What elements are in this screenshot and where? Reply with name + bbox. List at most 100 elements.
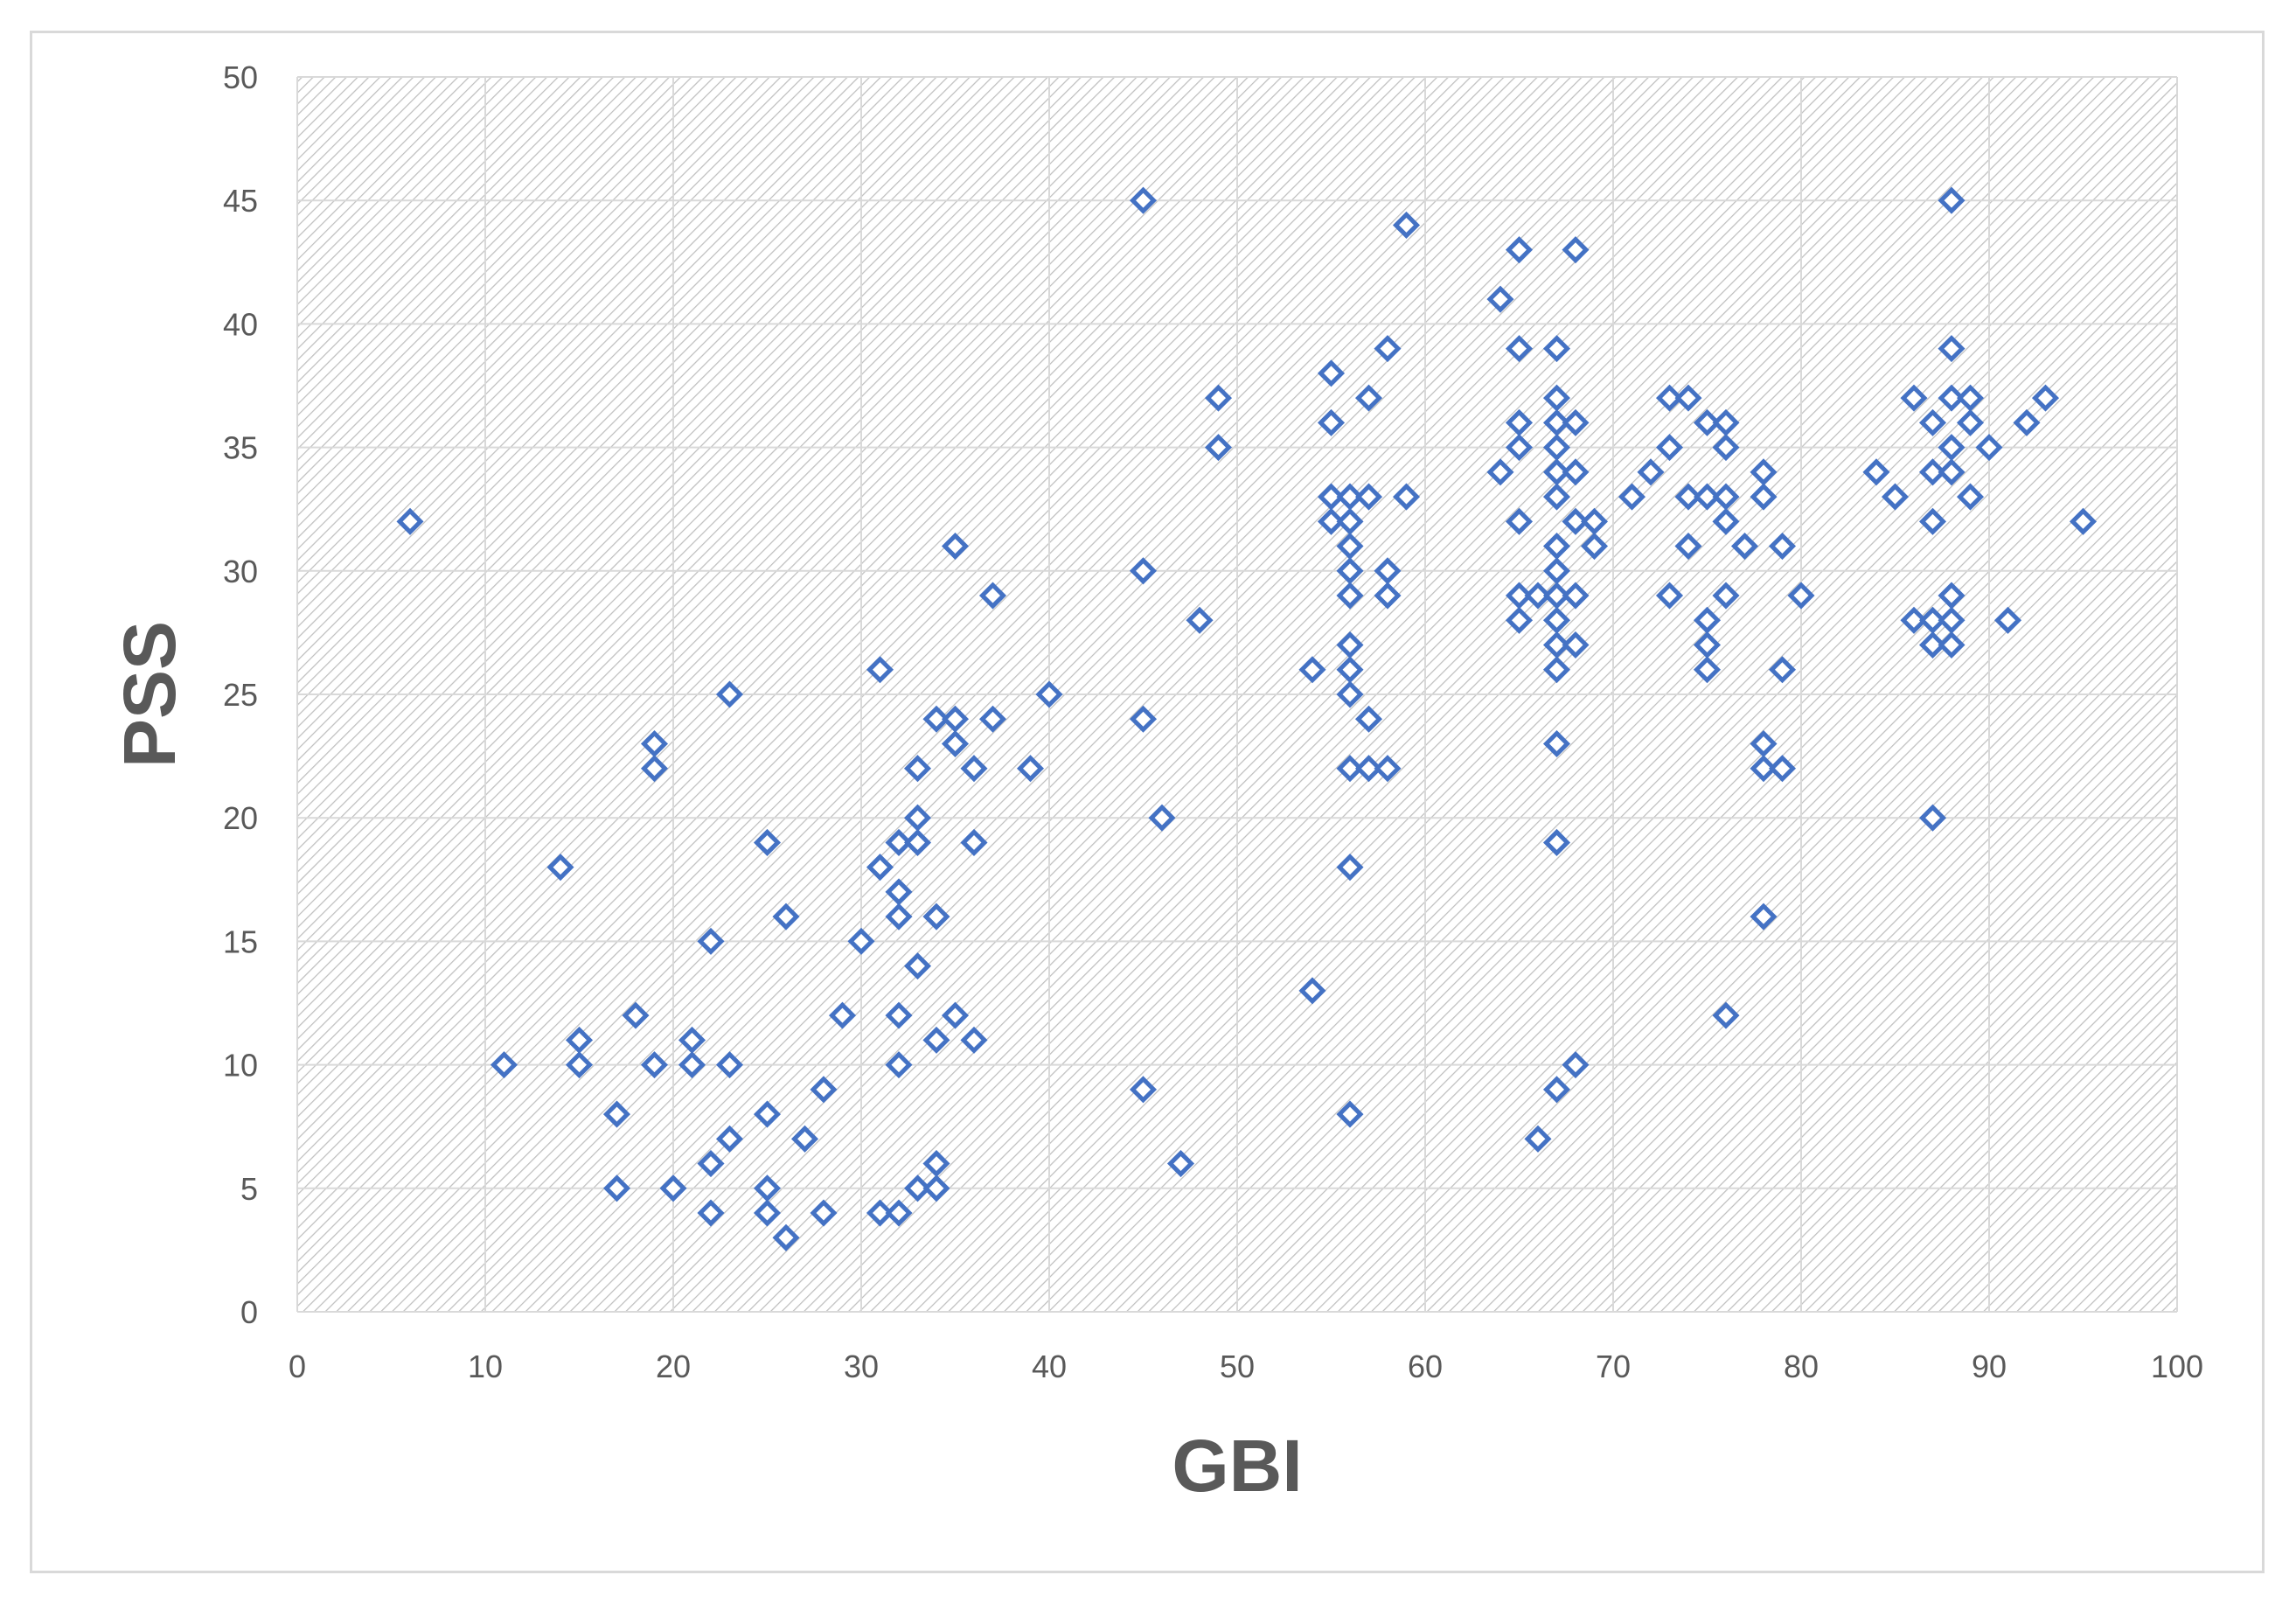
data-point [1336, 582, 1364, 610]
data-point [1354, 705, 1383, 733]
data-point [1655, 434, 1684, 462]
data-point [1712, 582, 1740, 610]
data-point [1129, 705, 1158, 733]
data-point [1035, 680, 1063, 708]
data-point [697, 927, 725, 955]
data-point [1693, 656, 1722, 684]
data-point [640, 755, 669, 783]
data-point [1148, 804, 1176, 832]
data-point [1204, 434, 1233, 462]
data-point [1542, 408, 1571, 436]
data-point [753, 1174, 782, 1202]
data-point [941, 1001, 970, 1029]
data-point [941, 705, 970, 733]
data-point [810, 1199, 838, 1227]
data-point [1336, 507, 1364, 535]
data-point [1129, 186, 1158, 214]
data-point [1317, 359, 1346, 387]
y-axis-title: PSS [108, 621, 191, 768]
data-point [1336, 854, 1364, 882]
data-point [1712, 1001, 1740, 1029]
data-point [1524, 1125, 1552, 1153]
data-point [1693, 408, 1722, 436]
data-point [1918, 804, 1947, 832]
data-point [978, 705, 1007, 733]
y-tick-label: 15 [223, 923, 258, 959]
x-tick-label: 50 [1220, 1349, 1255, 1384]
data-point [1993, 606, 2022, 634]
y-tick-label: 45 [223, 183, 258, 219]
data-point [1542, 656, 1571, 684]
data-point [1166, 1150, 1195, 1178]
data-point [640, 729, 669, 758]
data-point [1392, 483, 1421, 511]
data-point [1392, 211, 1421, 239]
data-point [1768, 533, 1797, 561]
x-tick-labels: 0 10 20 30 40 50 60 70 80 90 100 [289, 1349, 2203, 1384]
data-point [715, 1051, 744, 1079]
data-point [1900, 384, 1928, 412]
data-point [866, 656, 894, 684]
data-point [1129, 1076, 1158, 1104]
data-point [1712, 507, 1740, 535]
data-point [885, 1001, 913, 1029]
data-point [1768, 656, 1797, 684]
data-point [847, 927, 875, 955]
data-point [1542, 335, 1571, 363]
data-point [2031, 384, 2060, 412]
data-point [772, 1223, 800, 1251]
data-point [1918, 606, 1947, 634]
data-point [903, 828, 932, 856]
gridlines [296, 76, 2178, 1313]
data-point [1674, 483, 1702, 511]
data-point [1693, 483, 1722, 511]
data-point [941, 729, 970, 758]
data-point [866, 1199, 894, 1227]
data-point [1712, 483, 1740, 511]
data-point [1750, 903, 1778, 930]
data-point [1505, 606, 1534, 634]
data-point [1129, 557, 1158, 585]
y-tick-label: 50 [223, 59, 258, 95]
data-point [753, 1100, 782, 1128]
x-tick-label: 100 [2151, 1349, 2203, 1384]
x-tick-label: 20 [656, 1349, 691, 1384]
data-point [1562, 582, 1590, 610]
data-point [1750, 729, 1778, 758]
x-tick-label: 40 [1032, 1349, 1067, 1384]
data-points [396, 186, 2098, 1251]
data-point [885, 903, 913, 930]
data-point [565, 1026, 594, 1054]
data-point [1016, 755, 1045, 783]
data-point [922, 903, 950, 930]
y-tick-label: 10 [223, 1048, 258, 1084]
data-point [1918, 507, 1947, 535]
data-point [885, 878, 913, 906]
data-point [1862, 458, 1890, 486]
data-point [1505, 434, 1534, 462]
data-point [2069, 507, 2098, 535]
data-point [1938, 458, 1966, 486]
data-point [1204, 384, 1233, 412]
data-point [1712, 434, 1740, 462]
y-tick-label: 40 [223, 306, 258, 342]
data-point [640, 1051, 669, 1079]
data-point [715, 680, 744, 708]
data-point [1655, 384, 1684, 412]
data-point [1317, 408, 1346, 436]
data-point [1618, 483, 1646, 511]
data-point [1787, 582, 1815, 610]
data-point [1918, 458, 1947, 486]
data-point [1956, 408, 1985, 436]
y-tick-label: 25 [223, 677, 258, 713]
data-point [1750, 483, 1778, 511]
data-point [1317, 507, 1346, 535]
data-point [1374, 582, 1402, 610]
data-point [1542, 582, 1571, 610]
data-point [1542, 483, 1571, 511]
x-axis-title: GBI [1172, 1425, 1302, 1507]
data-point [1900, 606, 1928, 634]
data-point [1374, 755, 1402, 783]
data-point [490, 1051, 518, 1079]
